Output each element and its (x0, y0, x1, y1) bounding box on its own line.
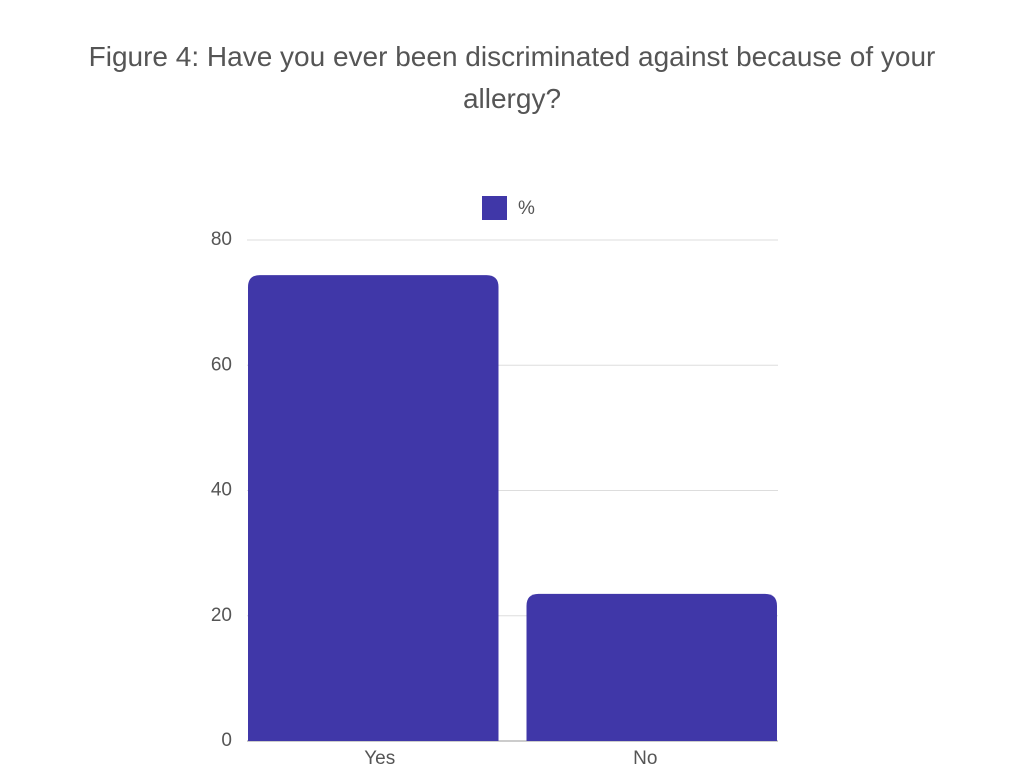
y-tick-label: 40 (211, 480, 232, 501)
x-tick-label: Yes (364, 748, 395, 768)
legend-swatch (482, 196, 507, 220)
chart-title: Figure 4: Have you ever been discriminat… (88, 41, 936, 114)
y-tick-label: 80 (211, 229, 232, 250)
bar (526, 593, 777, 741)
bar (248, 275, 499, 741)
y-tick-label: 0 (221, 730, 232, 751)
x-tick-label: No (633, 748, 657, 768)
legend-label: % (518, 198, 535, 219)
y-tick-label: 20 (211, 605, 232, 626)
y-tick-label: 60 (211, 354, 232, 375)
